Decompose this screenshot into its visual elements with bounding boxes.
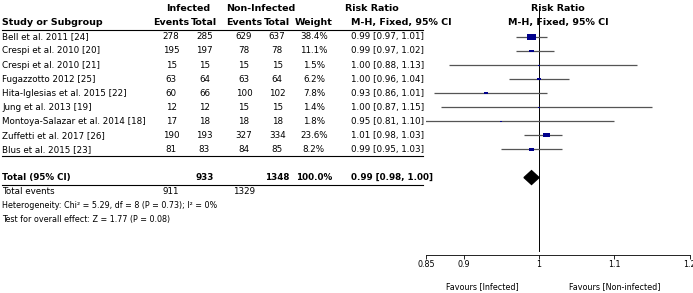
Text: 933: 933	[195, 173, 213, 182]
Text: 911: 911	[163, 187, 179, 196]
Text: 15: 15	[238, 103, 249, 112]
Bar	[543, 133, 550, 137]
Text: 1.8%: 1.8%	[303, 117, 325, 126]
Text: M-H, Fixed, 95% CI: M-H, Fixed, 95% CI	[351, 18, 451, 27]
Text: Total: Total	[264, 18, 290, 27]
Text: 1.01 [0.98, 1.03]: 1.01 [0.98, 1.03]	[351, 131, 424, 140]
Bar	[527, 34, 536, 40]
Text: M-H, Fixed, 95% CI: M-H, Fixed, 95% CI	[507, 18, 608, 27]
Text: Test for overall effect: Z = 1.77 (P = 0.08): Test for overall effect: Z = 1.77 (P = 0…	[2, 215, 170, 224]
Text: 85: 85	[272, 145, 283, 154]
Text: 15: 15	[238, 61, 249, 69]
Text: 327: 327	[236, 131, 252, 140]
Text: 195: 195	[163, 47, 179, 55]
Text: 8.2%: 8.2%	[303, 145, 325, 154]
Text: Risk Ratio: Risk Ratio	[531, 4, 585, 13]
Text: 18: 18	[272, 117, 283, 126]
Text: 23.6%: 23.6%	[300, 131, 328, 140]
Text: 7.8%: 7.8%	[303, 89, 325, 98]
Text: 17: 17	[166, 117, 177, 126]
Text: Total events: Total events	[2, 187, 55, 196]
Text: 334: 334	[269, 131, 286, 140]
Text: Weight: Weight	[295, 18, 333, 27]
Text: 38.4%: 38.4%	[300, 33, 328, 41]
Text: 15: 15	[272, 61, 283, 69]
Text: 12: 12	[199, 103, 210, 112]
Text: 190: 190	[163, 131, 179, 140]
Text: Risk Ratio: Risk Ratio	[344, 4, 398, 13]
Text: 1.5%: 1.5%	[303, 61, 325, 69]
Bar	[538, 107, 540, 108]
Text: 60: 60	[166, 89, 177, 98]
Text: 0.99 [0.95, 1.03]: 0.99 [0.95, 1.03]	[351, 145, 424, 154]
Text: 278: 278	[163, 33, 179, 41]
Text: 637: 637	[269, 33, 286, 41]
Text: Events: Events	[226, 18, 262, 27]
Text: Total (95% CI): Total (95% CI)	[2, 173, 71, 182]
Text: 197: 197	[196, 47, 213, 55]
Text: Heterogeneity: Chi² = 5.29, df = 8 (P = 0.73); I² = 0%: Heterogeneity: Chi² = 5.29, df = 8 (P = …	[2, 201, 218, 210]
Text: 66: 66	[199, 89, 210, 98]
Text: Total: Total	[191, 18, 218, 27]
Text: Zuffetti et al. 2017 [26]: Zuffetti et al. 2017 [26]	[2, 131, 105, 140]
Text: Events: Events	[153, 18, 189, 27]
Text: 12: 12	[166, 103, 177, 112]
Bar	[484, 92, 489, 94]
Text: 0.99 [0.98, 1.00]: 0.99 [0.98, 1.00]	[351, 173, 432, 182]
Text: Fugazzotto 2012 [25]: Fugazzotto 2012 [25]	[2, 75, 96, 84]
Text: 0.93 [0.86, 1.01]: 0.93 [0.86, 1.01]	[351, 89, 424, 98]
Text: Montoya-Salazar et al. 2014 [18]: Montoya-Salazar et al. 2014 [18]	[2, 117, 146, 126]
Bar	[538, 64, 540, 66]
Text: Crespi et al. 2010 [21]: Crespi et al. 2010 [21]	[2, 61, 100, 69]
Text: 193: 193	[196, 131, 213, 140]
Text: Study or Subgroup: Study or Subgroup	[2, 18, 103, 27]
Text: 1.00 [0.87, 1.15]: 1.00 [0.87, 1.15]	[351, 103, 424, 112]
Text: 15: 15	[166, 61, 177, 69]
Text: 1329: 1329	[233, 187, 255, 196]
Polygon shape	[524, 171, 539, 185]
Text: 83: 83	[199, 145, 210, 154]
Text: 64: 64	[199, 75, 210, 84]
Text: 78: 78	[238, 47, 249, 55]
Text: 6.2%: 6.2%	[303, 75, 325, 84]
Text: 11.1%: 11.1%	[300, 47, 328, 55]
Text: Hita-Iglesias et al. 2015 [22]: Hita-Iglesias et al. 2015 [22]	[2, 89, 127, 98]
Text: 0.99 [0.97, 1.02]: 0.99 [0.97, 1.02]	[351, 47, 423, 55]
Text: Jung et al. 2013 [19]: Jung et al. 2013 [19]	[2, 103, 91, 112]
Text: 63: 63	[238, 75, 249, 84]
Text: Non-Infected: Non-Infected	[226, 4, 295, 13]
Bar	[537, 78, 541, 80]
Text: 1.00 [0.88, 1.13]: 1.00 [0.88, 1.13]	[351, 61, 424, 69]
Text: Blus et al. 2015 [23]: Blus et al. 2015 [23]	[2, 145, 91, 154]
Text: 15: 15	[199, 61, 210, 69]
Text: 102: 102	[269, 89, 286, 98]
Text: 629: 629	[236, 33, 252, 41]
Text: 100: 100	[236, 89, 252, 98]
Text: 18: 18	[199, 117, 210, 126]
Text: Favours [Infected]: Favours [Infected]	[446, 282, 519, 292]
Text: Crespi et al. 2010 [20]: Crespi et al. 2010 [20]	[2, 47, 100, 55]
Bar	[529, 50, 534, 52]
Text: 64: 64	[272, 75, 283, 84]
Text: 1.00 [0.96, 1.04]: 1.00 [0.96, 1.04]	[351, 75, 423, 84]
Text: 0.99 [0.97, 1.01]: 0.99 [0.97, 1.01]	[351, 33, 423, 41]
Text: 285: 285	[196, 33, 213, 41]
Text: 15: 15	[272, 103, 283, 112]
Text: 63: 63	[166, 75, 177, 84]
Text: 78: 78	[272, 47, 283, 55]
Bar	[500, 121, 502, 122]
Text: 18: 18	[238, 117, 249, 126]
Text: 1348: 1348	[265, 173, 290, 182]
Text: 1.4%: 1.4%	[303, 103, 325, 112]
Text: Favours [Non-infected]: Favours [Non-infected]	[568, 282, 660, 292]
Bar	[529, 148, 534, 151]
Text: 81: 81	[166, 145, 177, 154]
Text: 84: 84	[238, 145, 249, 154]
Text: 100.0%: 100.0%	[296, 173, 332, 182]
Text: Infected: Infected	[166, 4, 210, 13]
Text: Bell et al. 2011 [24]: Bell et al. 2011 [24]	[2, 33, 89, 41]
Text: 0.95 [0.81, 1.10]: 0.95 [0.81, 1.10]	[351, 117, 424, 126]
